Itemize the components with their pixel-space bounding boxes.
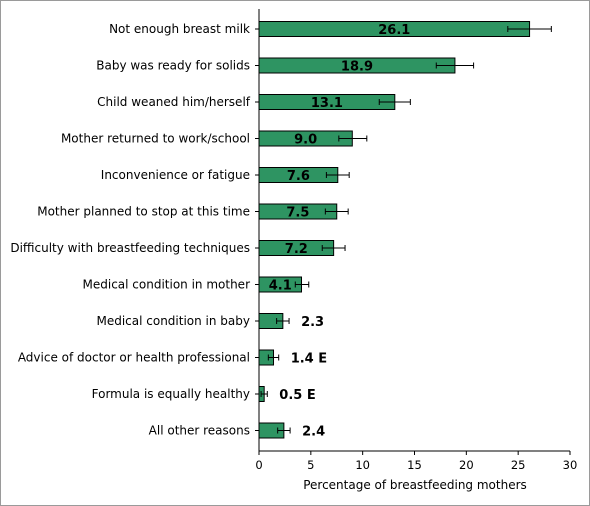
x-tick-label: 5 <box>307 458 314 472</box>
data-label: 2.3 <box>301 315 324 330</box>
data-label: 4.1 <box>269 279 292 294</box>
x-tick-label: 10 <box>355 458 370 472</box>
category-label: Baby was ready for solids <box>96 59 250 73</box>
data-label: 1.4 E <box>291 352 327 367</box>
category-label: Medical condition in baby <box>96 314 250 328</box>
category-label: Medical condition in mother <box>83 278 251 292</box>
data-label: 0.5 E <box>279 388 315 403</box>
data-label: 7.2 <box>285 242 308 257</box>
category-label: Not enough breast milk <box>109 22 250 36</box>
data-label: 2.4 <box>302 425 325 440</box>
x-axis-title: Percentage of breastfeeding mothers <box>303 478 527 492</box>
category-label: Difficulty with breastfeeding techniques <box>10 241 250 255</box>
category-label: Formula is equally healthy <box>92 387 250 401</box>
data-label: 7.5 <box>286 206 309 221</box>
category-label: Child weaned him/herself <box>97 95 251 109</box>
category-label: All other reasons <box>149 424 250 438</box>
x-tick-label: 25 <box>511 458 526 472</box>
x-tick-label: 30 <box>563 458 578 472</box>
data-label: 7.6 <box>287 169 310 184</box>
data-label: 13.1 <box>311 96 343 111</box>
category-label: Mother returned to work/school <box>61 132 250 146</box>
x-tick-label: 0 <box>255 458 262 472</box>
data-label: 26.1 <box>378 23 410 38</box>
x-tick-label: 20 <box>459 458 474 472</box>
category-label: Mother planned to stop at this time <box>37 205 250 219</box>
data-label: 9.0 <box>294 133 317 148</box>
x-tick-label: 15 <box>407 458 422 472</box>
data-label: 18.9 <box>341 60 373 75</box>
category-label: Advice of doctor or health professional <box>18 351 250 365</box>
category-label: Inconvenience or fatigue <box>101 168 250 182</box>
